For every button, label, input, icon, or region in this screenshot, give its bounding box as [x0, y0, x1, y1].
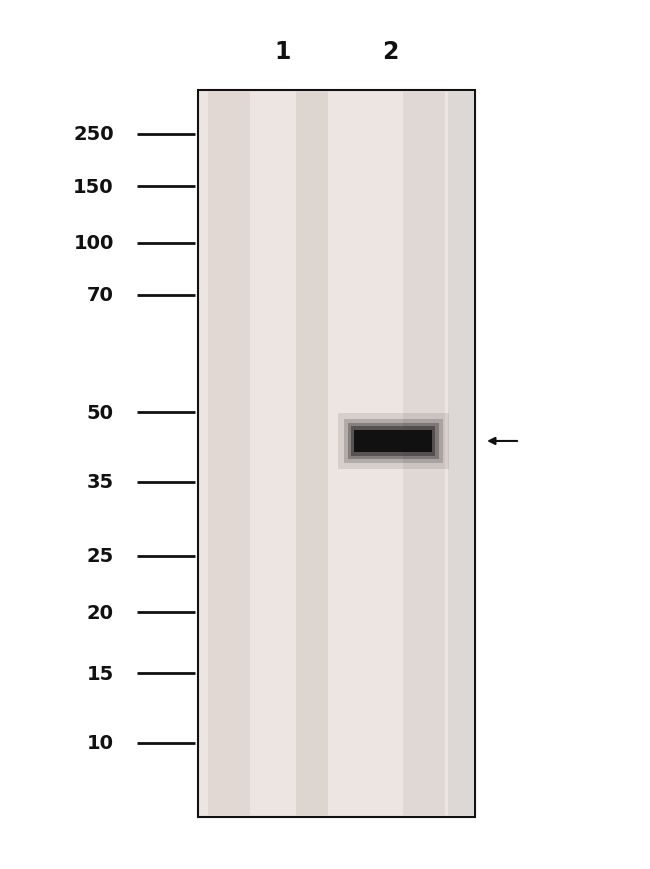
- Text: 35: 35: [86, 473, 114, 492]
- Text: 50: 50: [86, 403, 114, 422]
- Bar: [403, 92, 445, 816]
- Text: 25: 25: [86, 547, 114, 566]
- Text: 70: 70: [87, 286, 114, 305]
- Text: 250: 250: [73, 125, 114, 144]
- Text: 1: 1: [274, 40, 291, 64]
- Text: 10: 10: [86, 733, 114, 753]
- Bar: [348, 424, 439, 459]
- Text: 15: 15: [86, 664, 114, 683]
- Bar: [208, 92, 250, 816]
- Text: 100: 100: [73, 234, 114, 253]
- Bar: [354, 430, 432, 453]
- Text: 20: 20: [86, 603, 114, 622]
- Bar: [296, 92, 328, 816]
- Text: 150: 150: [73, 177, 114, 196]
- Bar: [351, 427, 436, 456]
- Bar: [448, 92, 474, 816]
- Bar: [198, 91, 474, 817]
- Text: 2: 2: [382, 40, 398, 64]
- Bar: [338, 414, 448, 469]
- Bar: [344, 420, 443, 463]
